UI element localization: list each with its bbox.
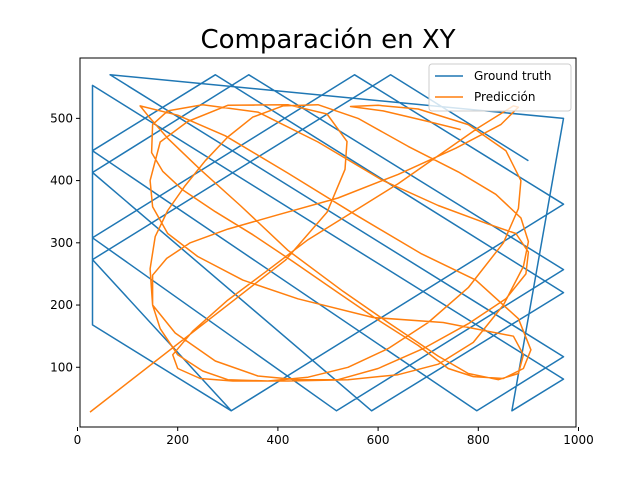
y-tick-label: 400	[50, 174, 73, 188]
series-line-prediccion	[89, 103, 532, 413]
legend-label-prediccion: Predicción	[474, 90, 536, 104]
x-tick-label: 1000	[563, 433, 594, 447]
x-tick-label: 600	[367, 433, 390, 447]
chart-title: Comparación en XY	[200, 25, 455, 55]
y-tick-label: 500	[50, 111, 73, 125]
x-tick-label: 200	[166, 433, 189, 447]
legend: Ground truth Predicción	[428, 63, 572, 112]
y-tick-label: 100	[50, 360, 73, 374]
x-tick-label: 0	[74, 433, 82, 447]
legend-box	[428, 63, 572, 112]
y-tick-label: 300	[50, 236, 73, 250]
x-tick-label: 800	[467, 433, 490, 447]
series-line-ground-truth	[91, 74, 565, 412]
y-tick-label: 200	[50, 298, 73, 312]
series-lines	[89, 74, 565, 413]
y-axis: 100 200 300 400 500	[50, 111, 80, 374]
legend-label-ground-truth: Ground truth	[474, 69, 552, 83]
x-axis: 0 200 400 600 800 1000	[74, 427, 594, 447]
x-tick-label: 400	[266, 433, 289, 447]
